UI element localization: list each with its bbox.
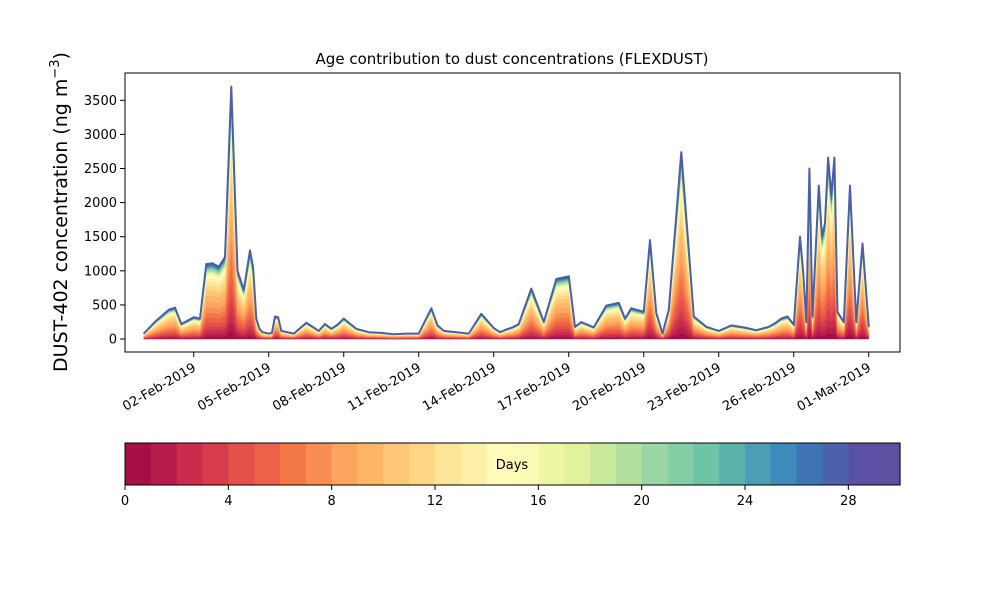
colorbar-swatch-27 xyxy=(822,443,849,485)
colorbar-swatch-13 xyxy=(460,443,488,485)
colorbar-swatch-2 xyxy=(176,443,204,485)
y-axis-label-unit-exponent: −3 xyxy=(48,59,63,78)
x-tick-label: 01-Mar-2019 xyxy=(795,360,874,414)
colorbar-tick-label: 4 xyxy=(224,494,232,509)
x-tick-label: 14-Feb-2019 xyxy=(420,360,499,414)
x-axis-ticks: 02-Feb-201905-Feb-201908-Feb-201911-Feb-… xyxy=(120,352,874,415)
y-tick-label: 2000 xyxy=(84,196,117,211)
colorbar-ticks: 0 4 8 12 16 20 24 28 xyxy=(121,485,857,509)
colorbar-swatch-28 xyxy=(848,443,875,485)
y-axis-label: DUST-402 concentration (ng m−3) xyxy=(48,52,72,372)
colorbar-swatch-22 xyxy=(693,443,720,485)
colorbar-swatch-15 xyxy=(512,443,539,485)
colorbar-swatch-10 xyxy=(383,443,410,485)
colorbar-swatch-14 xyxy=(486,443,514,485)
colorbar-swatch-1 xyxy=(150,443,178,485)
colorbar-tick-label: 24 xyxy=(737,494,754,509)
colorbar-swatch-25 xyxy=(770,443,798,485)
colorbar-tick-label: 28 xyxy=(840,494,857,509)
y-axis-label-text: DUST-402 concentration (ng m xyxy=(50,79,72,372)
x-tick-label: 20-Feb-2019 xyxy=(570,360,649,414)
y-tick-label: 3000 xyxy=(84,128,117,143)
colorbar-swatch-5 xyxy=(254,443,281,485)
colorbar-swatch-8 xyxy=(331,443,359,485)
colorbar xyxy=(124,442,901,486)
y-tick-label: 0 xyxy=(109,333,117,348)
stacked-area-layers xyxy=(143,86,869,340)
y-axis-ticks: 0 500 1000 1500 2000 2500 3000 3500 xyxy=(84,94,125,348)
colorbar-swatch-9 xyxy=(357,443,384,485)
colorbar-swatch-11 xyxy=(409,443,436,485)
colorbar-swatch-6 xyxy=(280,443,307,485)
colorbar-swatch-17 xyxy=(564,443,591,485)
x-tick-label: 02-Feb-2019 xyxy=(120,360,199,414)
chart-title: Age contribution to dust concentrations … xyxy=(316,50,709,68)
x-tick-label: 08-Feb-2019 xyxy=(270,360,349,414)
plot-frame xyxy=(124,72,901,353)
colorbar-tick-label: 0 xyxy=(121,494,129,509)
colorbar-swatch-3 xyxy=(202,443,229,485)
y-tick-label: 1500 xyxy=(84,230,117,245)
colorbar-swatch-4 xyxy=(228,443,255,485)
colorbar-swatch-12 xyxy=(435,443,462,485)
colorbar-tick-label: 16 xyxy=(530,494,547,509)
colorbar-tick-label: 20 xyxy=(633,494,650,509)
colorbar-swatch-0 xyxy=(125,443,152,485)
colorbar-swatch-23 xyxy=(719,443,746,485)
total-concentration-line xyxy=(143,85,870,336)
colorbar-swatch-20 xyxy=(641,443,669,485)
colorbar-swatch-19 xyxy=(615,443,643,485)
colorbar-label: Days xyxy=(496,458,529,473)
x-tick-label: 23-Feb-2019 xyxy=(645,360,724,414)
x-tick-label: 17-Feb-2019 xyxy=(495,360,574,414)
colorbar-swatch-26 xyxy=(796,443,824,485)
colorbar-swatch-21 xyxy=(667,443,694,485)
colorbar-swatch-29 xyxy=(874,443,901,485)
x-tick-label: 05-Feb-2019 xyxy=(195,360,274,414)
x-tick-label: 26-Feb-2019 xyxy=(720,360,799,414)
y-tick-label: 3500 xyxy=(84,94,117,109)
y-tick-label: 500 xyxy=(92,298,117,313)
y-axis-label-close: ) xyxy=(50,52,72,59)
colorbar-tick-label: 12 xyxy=(427,494,444,509)
y-tick-label: 2500 xyxy=(84,162,117,177)
colorbar-swatch-16 xyxy=(538,443,565,485)
colorbar-swatch-18 xyxy=(590,443,617,485)
colorbar-tick-label: 8 xyxy=(328,494,336,509)
colorbar-frame xyxy=(124,442,901,486)
y-tick-label: 1000 xyxy=(84,264,117,279)
colorbar-swatch-24 xyxy=(745,443,772,485)
colorbar-swatch-7 xyxy=(305,443,333,485)
x-tick-label: 11-Feb-2019 xyxy=(345,360,424,414)
